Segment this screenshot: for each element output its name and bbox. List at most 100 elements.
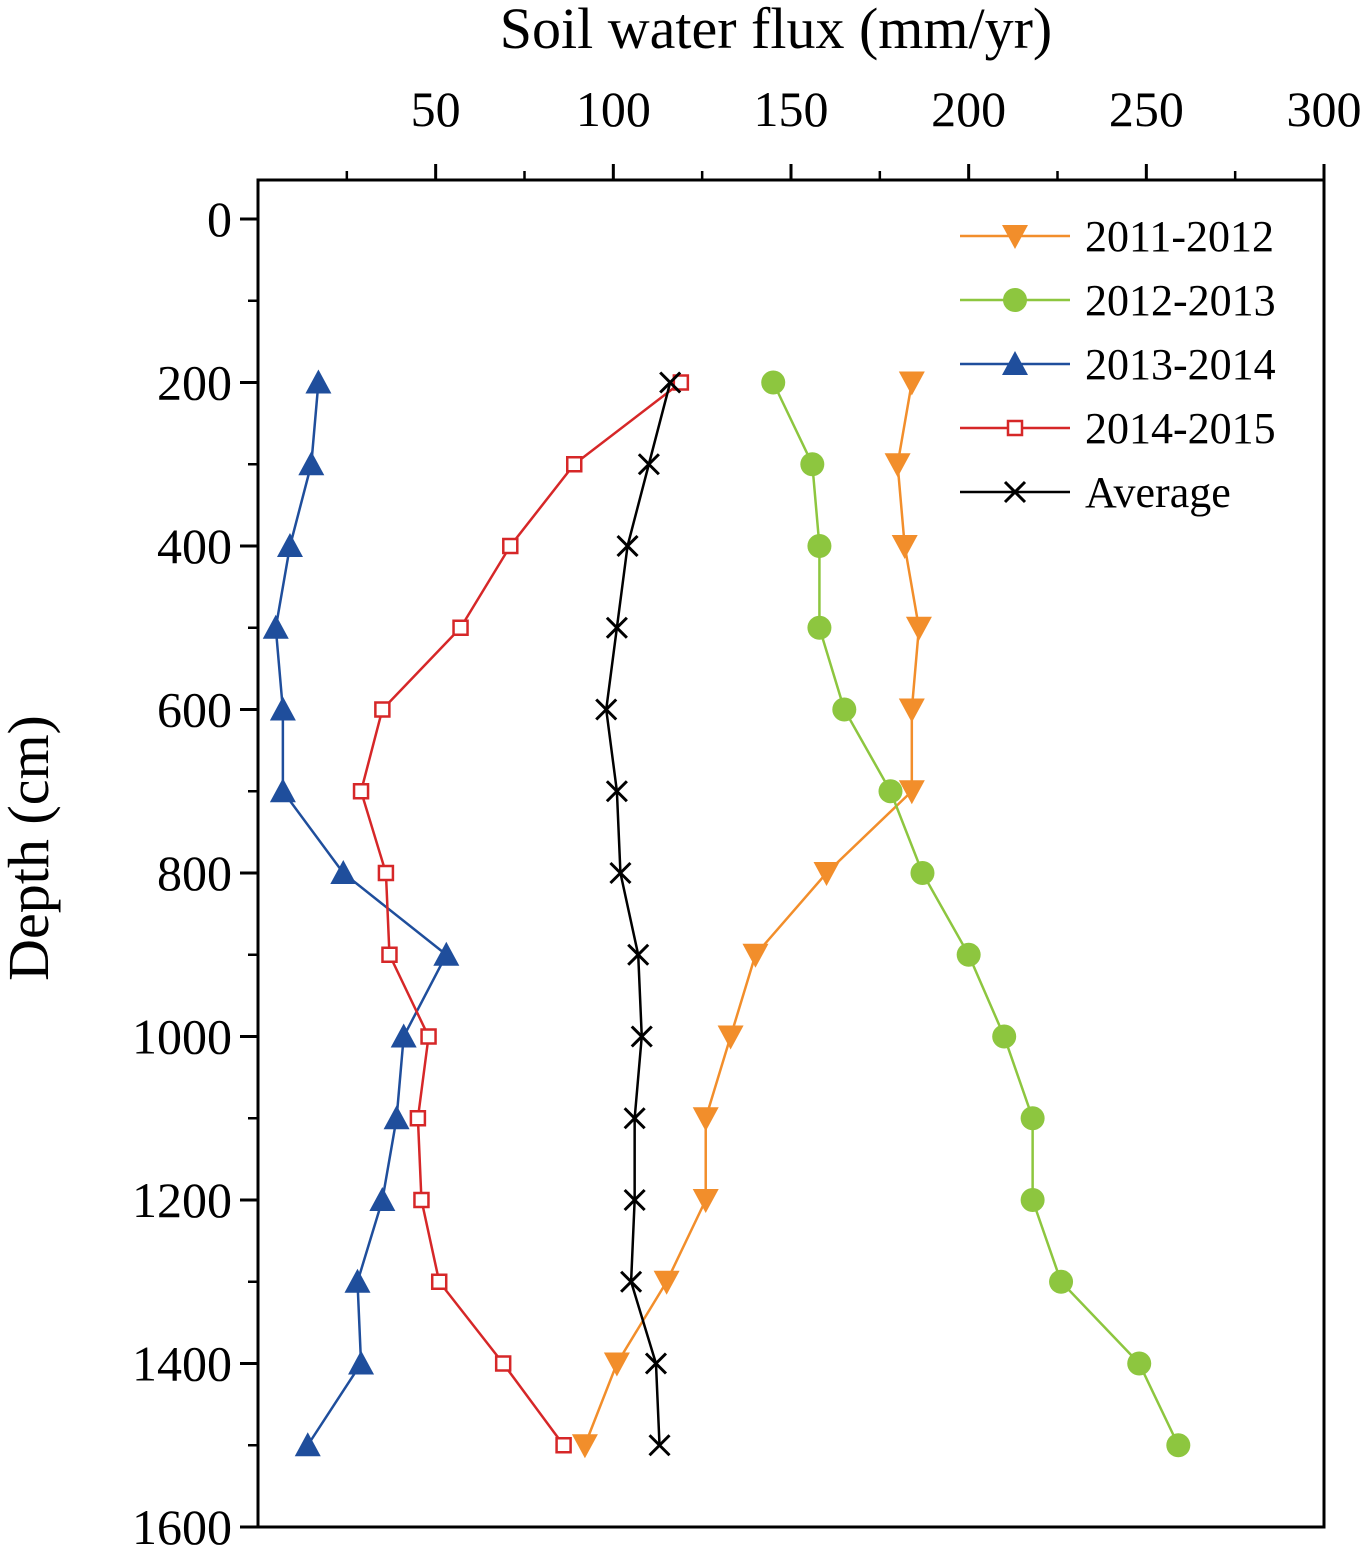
series-0-point-3 <box>905 616 932 641</box>
series-line-3 <box>359 381 682 1446</box>
legend-marker-4 <box>1003 480 1027 504</box>
series-1-point-0 <box>761 370 786 395</box>
series-2-point-9 <box>383 1105 410 1130</box>
series-2-point-6 <box>330 860 357 884</box>
legend-marker-1 <box>1003 288 1027 312</box>
series-3-point-1 <box>565 456 583 473</box>
series-1-point-2 <box>807 534 832 558</box>
series-2 <box>262 369 460 1457</box>
legend-marker-2 <box>1002 351 1028 375</box>
series-3-point-13 <box>555 1437 572 1454</box>
x-tick-label-3: 200 <box>931 81 1006 137</box>
x-tick-label-0: 50 <box>411 81 461 137</box>
legend-label-3: 2014-2015 <box>1085 404 1276 453</box>
series-3-point-10 <box>413 1191 430 1209</box>
series-1-point-5 <box>878 779 903 804</box>
series-1-point-4 <box>832 697 857 722</box>
series-4-point-8 <box>630 1025 653 1048</box>
series-3-point-0 <box>672 374 690 391</box>
series-2-point-0 <box>305 369 332 394</box>
series-1-point-7 <box>956 942 981 967</box>
series-1-point-11 <box>1049 1269 1074 1294</box>
series-3-point-9 <box>409 1110 427 1127</box>
series-1-point-8 <box>992 1024 1017 1049</box>
series-0-point-4 <box>898 698 925 723</box>
series-2-point-4 <box>269 696 296 721</box>
y-axis-label: Depth (cm) <box>0 715 61 981</box>
series-0-point-0 <box>898 371 925 396</box>
legend: 2011-2012 2012-2013 2013-2014 2014-2015 Aver… <box>960 212 1276 517</box>
series-1-point-3 <box>807 615 832 640</box>
x-tick-label-5: 300 <box>1287 81 1362 137</box>
series-3-point-11 <box>430 1273 448 1290</box>
series-1 <box>761 370 1191 1458</box>
series-4-point-6 <box>609 861 632 885</box>
y-tick-label-5: 1000 <box>132 1009 232 1065</box>
series-line-2 <box>274 382 448 1446</box>
series-line-0 <box>583 382 921 1446</box>
x-tick-label-2: 150 <box>754 81 829 137</box>
series-4 <box>595 371 682 1457</box>
legend-label-2: 2013-2014 <box>1085 340 1276 389</box>
series-line-1 <box>772 381 1180 1446</box>
series-layer <box>262 369 1191 1459</box>
series-1-point-9 <box>1020 1106 1045 1131</box>
series-4-point-12 <box>644 1352 668 1375</box>
series-4-point-11 <box>620 1270 643 1293</box>
series-4-point-3 <box>605 616 628 639</box>
series-1-point-1 <box>800 452 825 477</box>
series-4-point-9 <box>623 1107 646 1130</box>
series-3-point-8 <box>420 1028 437 1045</box>
legend-label-4: Average <box>1085 468 1231 517</box>
legend-label-1: 2012-2013 <box>1085 276 1276 325</box>
series-0-point-1 <box>884 453 911 478</box>
legend-marker-3 <box>1006 419 1024 437</box>
y-tick-label-4: 800 <box>157 845 232 901</box>
y-tick-label-6: 1200 <box>132 1172 232 1228</box>
series-4-point-4 <box>595 698 618 721</box>
series-0-point-8 <box>717 1025 744 1050</box>
y-tick-label-2: 400 <box>157 518 232 574</box>
y-axis-label-group: Depth (cm) <box>0 715 61 981</box>
y-tick-label-0: 0 <box>207 191 232 247</box>
series-2-point-5 <box>269 778 296 803</box>
chart-title: Soil water flux (mm/yr) <box>500 0 1053 61</box>
legend-label-0: 2011-2012 <box>1085 212 1274 261</box>
series-4-point-10 <box>623 1188 646 1212</box>
series-1-point-12 <box>1127 1351 1152 1376</box>
series-3-point-6 <box>377 864 395 882</box>
series-0-point-11 <box>653 1270 680 1295</box>
series-line-4 <box>604 382 672 1446</box>
y-tick-label-7: 1400 <box>132 1336 232 1392</box>
series-3-point-7 <box>381 946 398 963</box>
series-2-point-8 <box>390 1023 417 1048</box>
series-2-point-13 <box>294 1432 321 1457</box>
y-tick-label-8: 1600 <box>132 1499 232 1550</box>
series-0-point-12 <box>603 1352 630 1377</box>
series-2-point-7 <box>433 941 460 966</box>
series-0-point-13 <box>571 1434 598 1459</box>
series-3 <box>352 374 690 1454</box>
series-2-point-2 <box>276 533 303 557</box>
series-0-point-9 <box>692 1107 719 1132</box>
series-4-point-1 <box>637 453 660 476</box>
series-2-point-11 <box>344 1268 371 1293</box>
series-4-point-2 <box>616 534 639 558</box>
legend-marker-0 <box>1002 225 1028 249</box>
series-4-point-13 <box>648 1434 671 1457</box>
series-0-point-10 <box>692 1189 719 1213</box>
y-tick-label-1: 200 <box>157 355 232 411</box>
series-3-point-3 <box>452 619 469 636</box>
series-3-point-12 <box>494 1355 512 1372</box>
x-tick-label-4: 250 <box>1109 81 1184 137</box>
series-1-point-13 <box>1166 1433 1191 1458</box>
series-2-point-3 <box>262 614 289 639</box>
series-2-point-12 <box>348 1350 375 1375</box>
series-0-point-7 <box>742 943 769 968</box>
series-4-point-0 <box>659 371 682 394</box>
series-4-point-7 <box>627 943 650 966</box>
series-3-point-2 <box>502 537 519 555</box>
series-2-point-10 <box>369 1187 396 1211</box>
series-1-point-6 <box>910 861 935 885</box>
